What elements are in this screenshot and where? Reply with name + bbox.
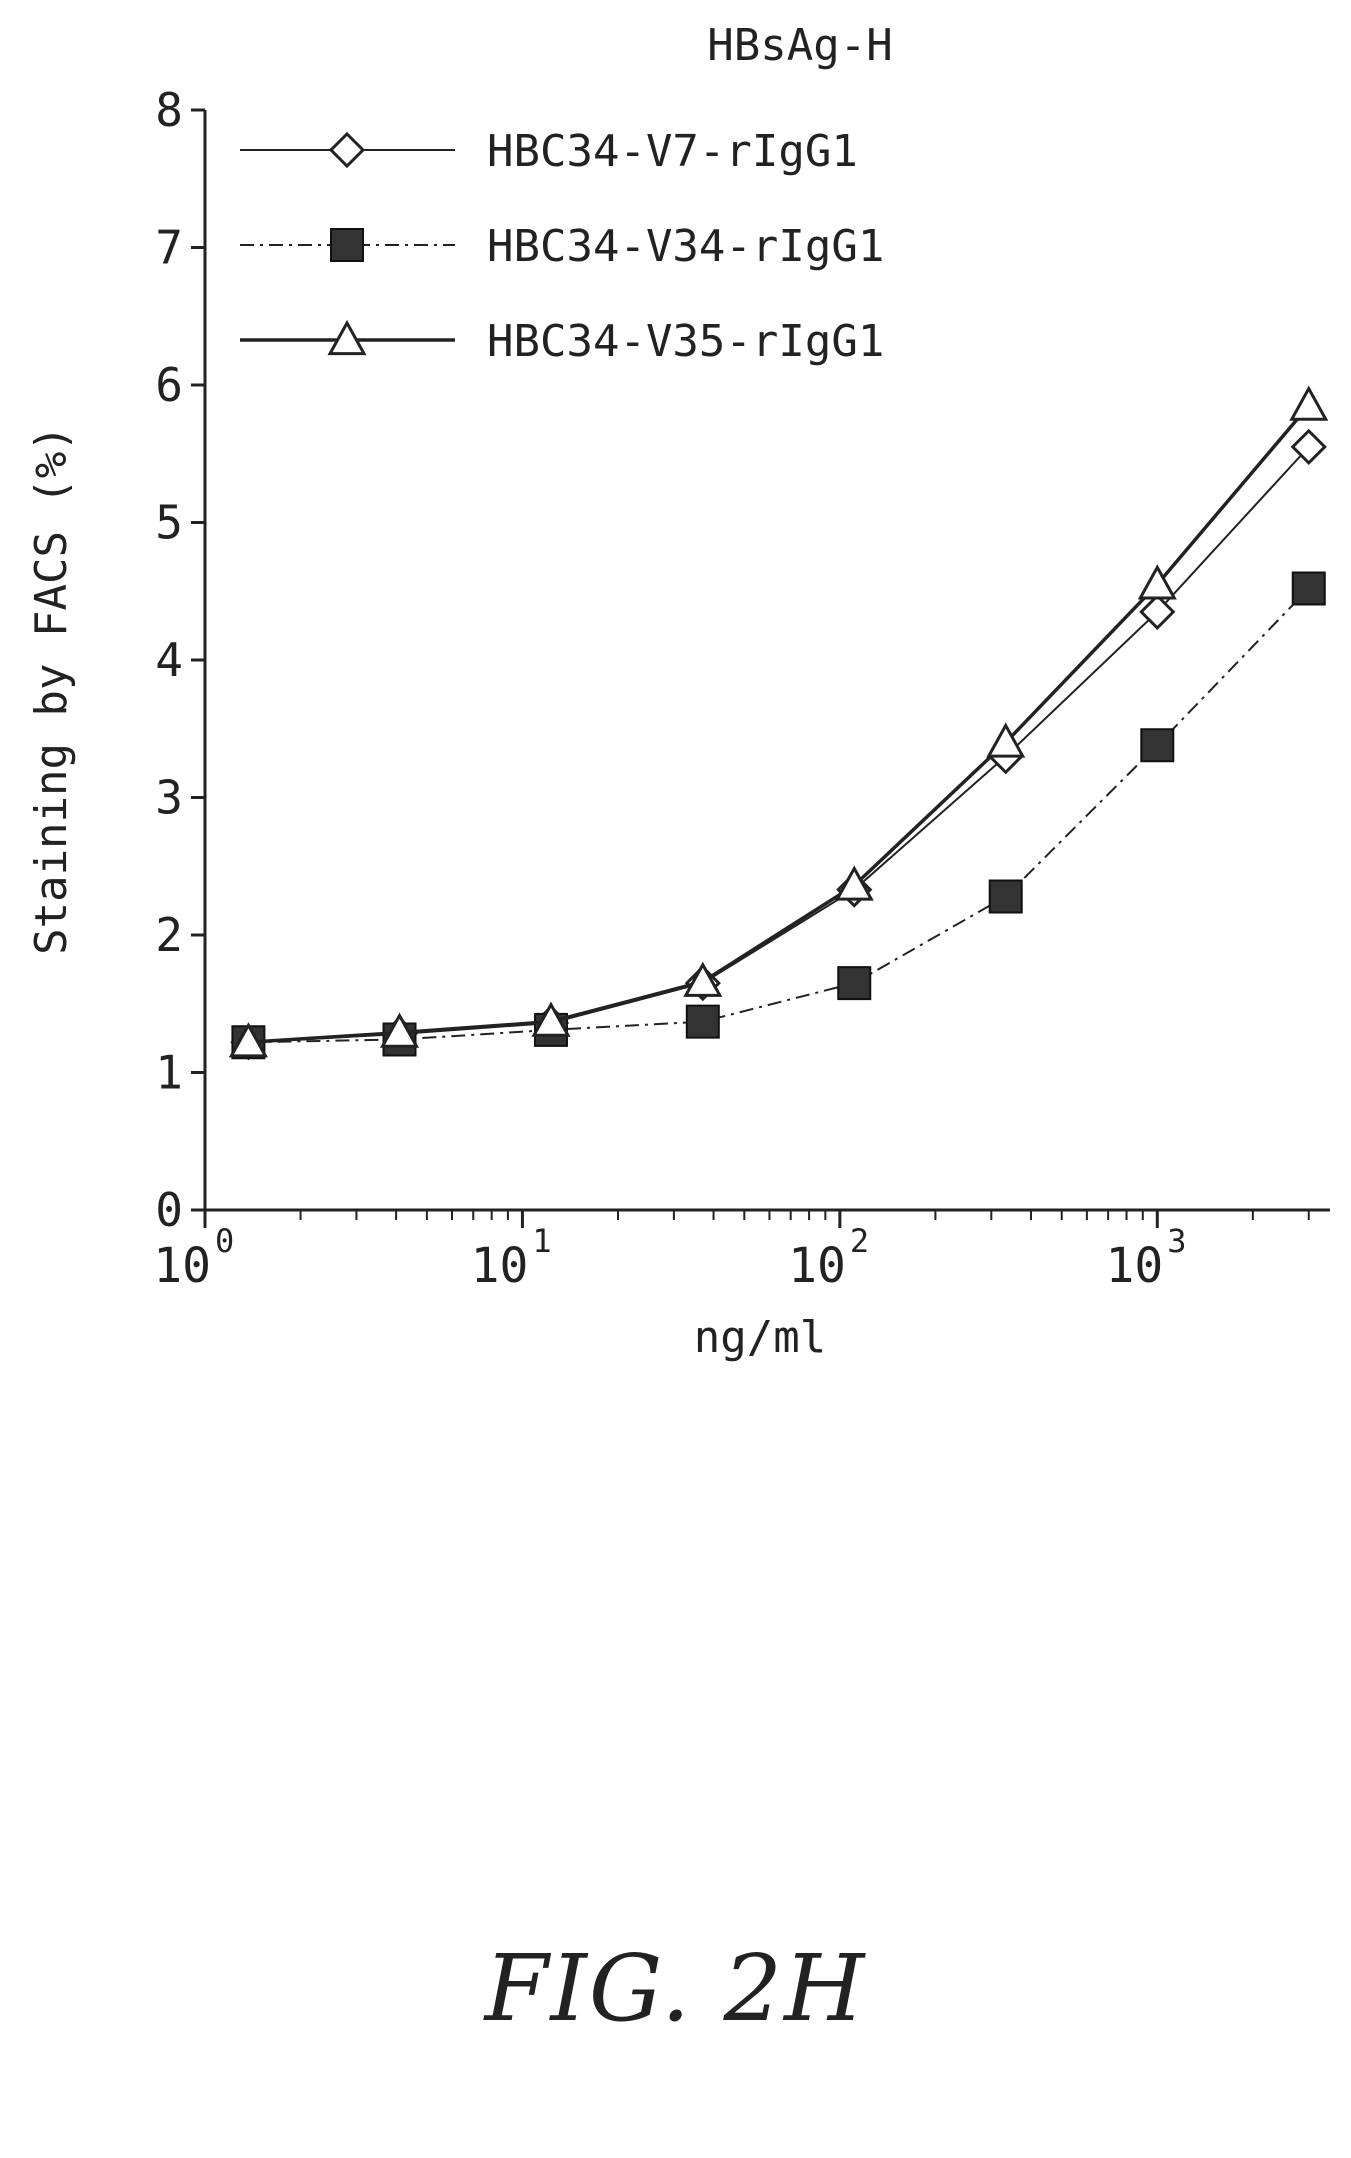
y-tick-label: 5 bbox=[155, 496, 183, 550]
x-tick-label: 10 bbox=[153, 1238, 211, 1294]
x-tick-exponent: 2 bbox=[850, 1222, 869, 1260]
y-axis-label: Staining by FACS (%) bbox=[26, 425, 77, 955]
data-point-triangle bbox=[379, 1012, 420, 1048]
data-point-triangle bbox=[683, 961, 723, 997]
data-point-triangle bbox=[228, 1022, 268, 1058]
series-line bbox=[248, 404, 1311, 1044]
data-point-triangle bbox=[834, 865, 874, 901]
data-point-square bbox=[685, 1004, 720, 1039]
y-tick-label: 2 bbox=[155, 908, 183, 962]
series-triangle bbox=[228, 385, 1329, 1058]
data-point-square bbox=[837, 966, 872, 1001]
x-tick-exponent: 1 bbox=[532, 1222, 551, 1260]
x-tick-label: 10 bbox=[1105, 1238, 1163, 1294]
data-point-triangle bbox=[1137, 564, 1177, 600]
data-point-square bbox=[1291, 571, 1326, 606]
chart-title: HBsAg-H bbox=[707, 20, 892, 71]
y-tick-label: 8 bbox=[155, 83, 183, 137]
data-point-triangle bbox=[986, 722, 1026, 758]
data-point-diamond bbox=[1139, 593, 1176, 630]
data-point-triangle bbox=[1289, 385, 1329, 421]
x-tick-exponent: 0 bbox=[215, 1222, 234, 1260]
y-tick-label: 6 bbox=[155, 358, 183, 412]
legend-label: HBC34-V35-rIgG1 bbox=[487, 316, 884, 367]
x-tick-label: 10 bbox=[471, 1238, 529, 1294]
data-point-triangle bbox=[531, 1001, 571, 1037]
y-tick-label: 4 bbox=[155, 633, 183, 687]
y-tick-label: 3 bbox=[155, 771, 183, 825]
legend-label: HBC34-V34-rIgG1 bbox=[487, 221, 884, 272]
series-square bbox=[231, 571, 1326, 1060]
x-tick-exponent: 3 bbox=[1167, 1222, 1186, 1260]
legend-marker-diamond bbox=[328, 131, 366, 169]
legend-marker-square bbox=[330, 228, 364, 262]
data-point-square bbox=[1140, 728, 1175, 763]
legend-marker-triangle bbox=[327, 319, 367, 356]
figure-caption: FIG. 2H bbox=[484, 1935, 867, 2042]
x-tick-label: 10 bbox=[788, 1238, 846, 1294]
legend: HBC34-V7-rIgG1 HBC34-V34-rIgG1 HBC34-V35-r… bbox=[240, 126, 884, 367]
series-layer bbox=[228, 385, 1329, 1061]
data-point-square bbox=[988, 879, 1023, 914]
x-axis-label: ng/ml bbox=[694, 1312, 826, 1363]
data-point-diamond bbox=[1290, 428, 1327, 465]
series-line bbox=[248, 587, 1310, 1044]
legend-label: HBC34-V7-rIgG1 bbox=[487, 126, 858, 177]
y-tick-label: 0 bbox=[155, 1183, 183, 1237]
y-tick-label: 1 bbox=[155, 1046, 183, 1100]
y-tick-label: 7 bbox=[155, 221, 183, 275]
